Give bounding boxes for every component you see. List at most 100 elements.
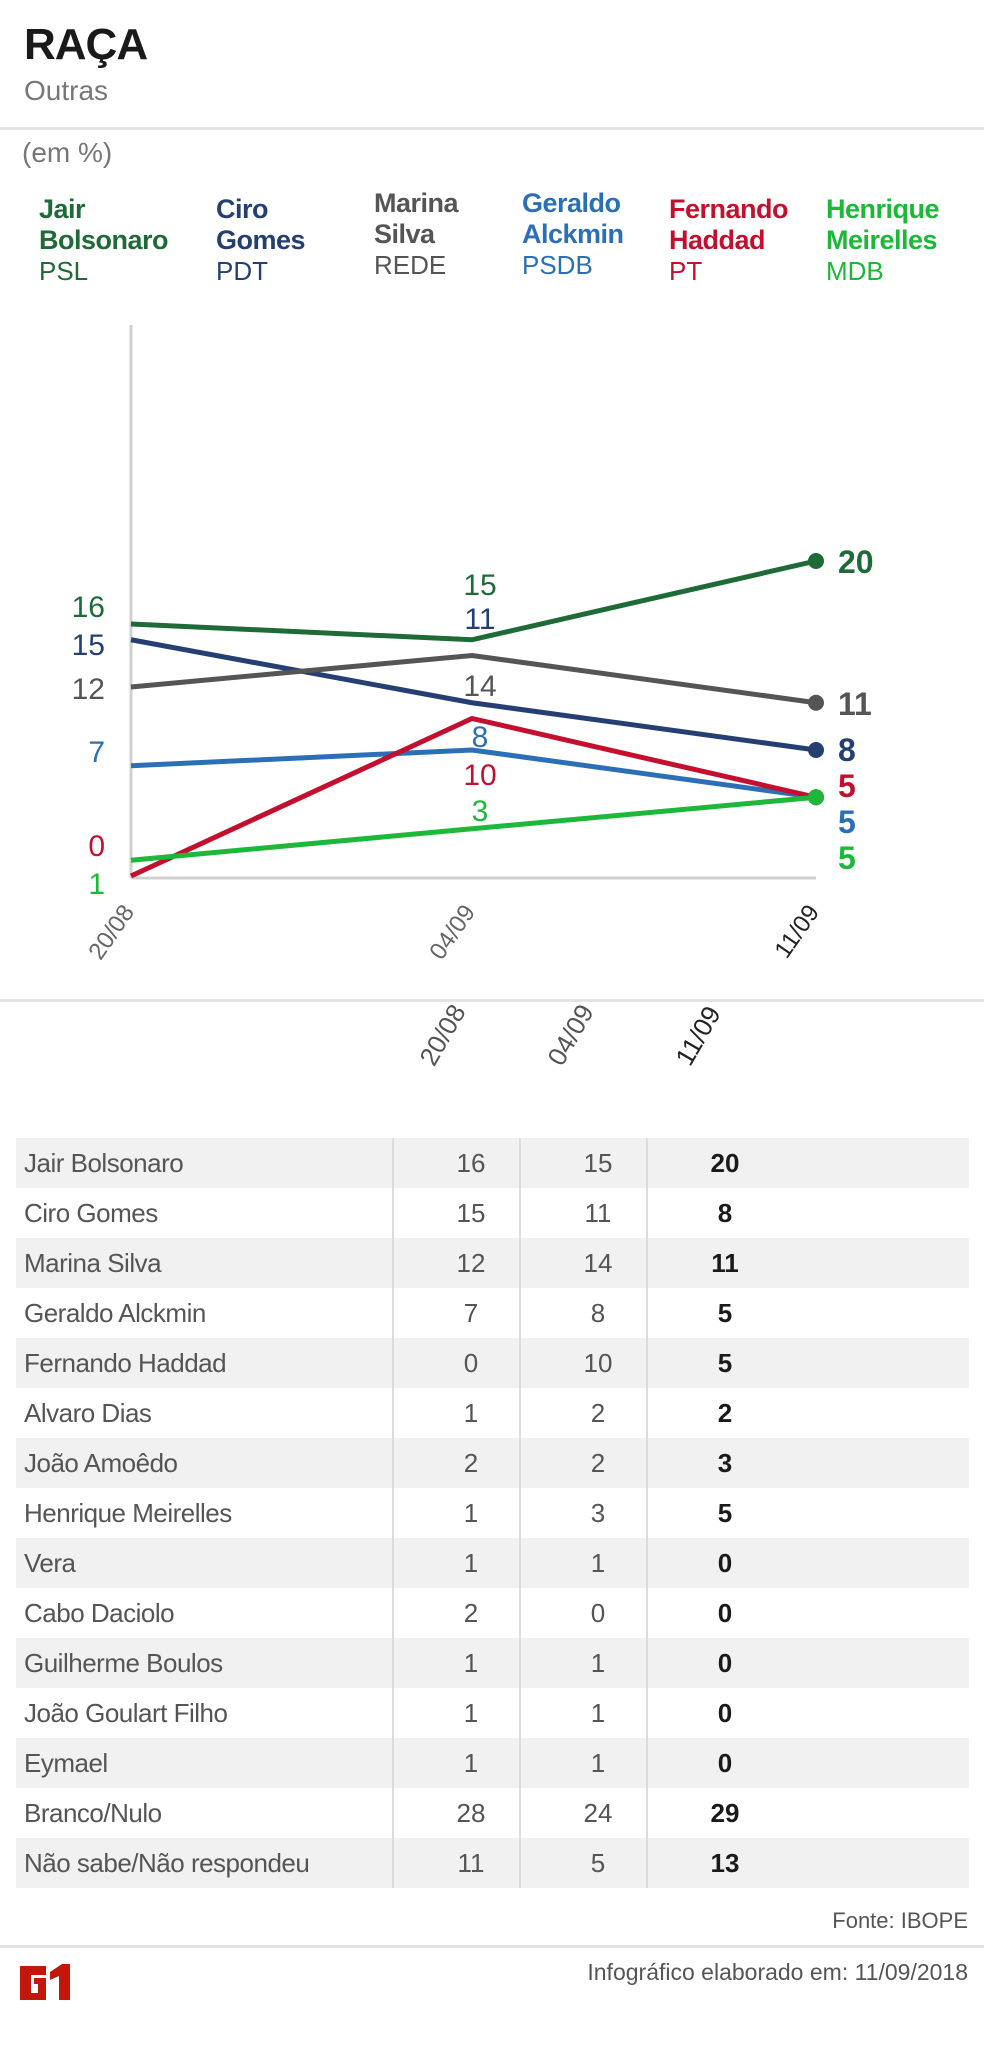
legend-party: PT xyxy=(669,256,703,286)
table-cell: 5 xyxy=(717,1348,733,1378)
legend-item: Geraldo Alckmin PSDB xyxy=(522,188,624,281)
table-cell: 11 xyxy=(584,1198,612,1228)
divider xyxy=(0,1945,984,1948)
legend-name: Marina xyxy=(374,188,459,218)
legend-name: Geraldo xyxy=(522,188,621,218)
data-point xyxy=(808,789,824,806)
table-cell: 3 xyxy=(717,1448,733,1478)
legend-item: Henrique Meirelles MDB xyxy=(826,194,940,287)
table-cell: 8 xyxy=(590,1298,606,1328)
data-label: 10 xyxy=(463,759,496,792)
candidate-name: Marina Silva xyxy=(24,1248,162,1278)
table-cell: 14 xyxy=(583,1248,613,1278)
candidate-name: Henrique Meirelles xyxy=(24,1498,232,1528)
column-divider xyxy=(519,1138,521,1888)
data-label: 5 xyxy=(838,840,856,876)
legend-item: Jair Bolsonaro PSL xyxy=(39,194,169,287)
data-point xyxy=(808,742,824,758)
table-cell: 2 xyxy=(717,1398,733,1428)
column-divider xyxy=(392,1138,394,1888)
table-cell: 20 xyxy=(710,1148,740,1178)
series-line xyxy=(130,652,817,706)
table-cell: 13 xyxy=(710,1848,740,1878)
candidate-name: Ciro Gomes xyxy=(24,1198,158,1228)
candidate-name: João Goulart Filho xyxy=(24,1698,228,1728)
table-cell: 0 xyxy=(717,1548,733,1578)
table-cell: 1 xyxy=(463,1748,479,1778)
legend-name: Henrique xyxy=(826,194,940,224)
series-line xyxy=(130,558,817,643)
data-label: 16 xyxy=(72,591,105,624)
table-cell: 3 xyxy=(590,1498,606,1528)
candidate-name: Vera xyxy=(24,1548,76,1578)
series-line xyxy=(129,715,817,879)
table-cell: 12 xyxy=(456,1248,486,1278)
table-row: Alvaro Dias 1 2 2 xyxy=(16,1388,969,1438)
divider xyxy=(0,999,984,1002)
data-label: 7 xyxy=(88,736,105,769)
data-label: 5 xyxy=(838,768,856,804)
column-header: 20/08 xyxy=(413,999,472,1071)
table-row: Guilherme Boulos 1 1 0 xyxy=(16,1638,969,1688)
table-cell: 1 xyxy=(590,1648,606,1678)
table-row: Não sabe/Não respondeu 11 5 13 xyxy=(16,1838,969,1888)
legend-name: Fernando xyxy=(669,194,789,224)
candidate-name: Alvaro Dias xyxy=(24,1398,152,1428)
data-label: 20 xyxy=(838,544,874,580)
table-cell: 0 xyxy=(463,1348,479,1378)
legend-name: Haddad xyxy=(669,225,766,255)
series-line xyxy=(130,747,817,800)
table-cell: 0 xyxy=(717,1648,733,1678)
table-cell: 1 xyxy=(590,1698,606,1728)
legend-name: Meirelles xyxy=(826,225,938,255)
data-point xyxy=(808,694,824,711)
table-cell: 0 xyxy=(717,1698,733,1728)
legend-name: Alckmin xyxy=(522,219,624,249)
table-cell: 7 xyxy=(463,1298,479,1328)
table-row: Henrique Meirelles 1 3 5 xyxy=(16,1488,969,1538)
legend-party: PSL xyxy=(39,256,89,286)
column-divider xyxy=(646,1138,648,1888)
legend-party: PSDB xyxy=(522,250,593,280)
unit-label: (em %) xyxy=(22,137,113,168)
table-cell: 5 xyxy=(590,1848,606,1878)
data-label: 15 xyxy=(72,629,105,662)
legend-name: Jair xyxy=(39,194,86,224)
table-cell: 1 xyxy=(463,1398,479,1428)
candidate-name: Não sabe/Não respondeu xyxy=(24,1848,310,1878)
table-cell: 1 xyxy=(590,1748,606,1778)
g1-logo xyxy=(20,1964,70,2000)
data-label: 11 xyxy=(464,603,495,636)
source-note: Fonte: IBOPE xyxy=(832,1908,968,1933)
table-cell: 0 xyxy=(590,1598,606,1628)
table-cell: 8 xyxy=(717,1198,733,1228)
table-cell: 2 xyxy=(463,1448,479,1478)
table-row: Eymael 1 1 0 xyxy=(16,1738,969,1788)
table-cell: 2 xyxy=(590,1398,606,1428)
table-cell: 11 xyxy=(457,1848,485,1878)
x-tick-label: 04/09 xyxy=(424,900,481,965)
candidate-name: Eymael xyxy=(24,1748,108,1778)
series-line xyxy=(130,637,817,753)
data-label: 11 xyxy=(838,686,872,722)
legend-name: Bolsonaro xyxy=(39,225,169,255)
table-cell: 15 xyxy=(456,1198,486,1228)
page-title: RAÇA xyxy=(24,20,148,69)
legend-party: PDT xyxy=(216,256,268,286)
table-row: Geraldo Alckmin 7 8 5 xyxy=(16,1288,969,1338)
table-cell: 1 xyxy=(590,1548,606,1578)
data-label: 15 xyxy=(463,569,496,602)
table-row: Fernando Haddad 0 10 5 xyxy=(16,1338,969,1388)
table-cell: 2 xyxy=(463,1598,479,1628)
column-header: 04/09 xyxy=(541,999,600,1071)
x-tick-label: 11/09 xyxy=(769,900,825,963)
table-cell: 1 xyxy=(463,1698,479,1728)
data-point xyxy=(808,553,824,569)
divider xyxy=(0,127,984,130)
candidate-name: Jair Bolsonaro xyxy=(24,1148,184,1178)
candidate-name: Fernando Haddad xyxy=(24,1348,227,1378)
data-label: 1 xyxy=(88,868,105,901)
data-label: 8 xyxy=(838,732,856,768)
table-row: João Amoêdo 2 2 3 xyxy=(16,1438,969,1488)
table-cell: 16 xyxy=(456,1148,486,1178)
